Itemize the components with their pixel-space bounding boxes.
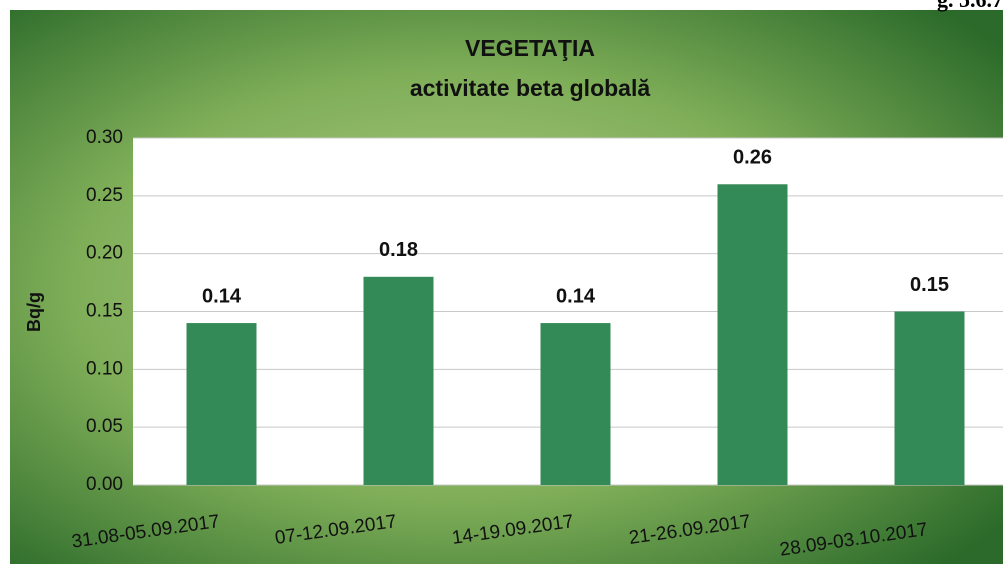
data-label: 0.26 — [733, 147, 772, 169]
bar — [186, 323, 257, 485]
bar — [894, 311, 965, 485]
data-label: 0.14 — [556, 285, 596, 307]
chart-subtitle: activitate beta globală — [410, 75, 651, 101]
bar — [363, 276, 434, 485]
data-label: 0.15 — [910, 274, 949, 296]
y-tick-label: 0.25 — [86, 185, 123, 206]
y-tick-label: 0.15 — [86, 301, 123, 322]
chart-title: VEGETAŢIA — [465, 35, 595, 61]
bar — [717, 184, 788, 485]
y-tick-label: 0.00 — [86, 474, 123, 495]
annotation: g. 5.6.7 — [937, 0, 1003, 12]
y-tick-label: 0.20 — [86, 243, 123, 264]
data-label: 0.18 — [379, 239, 418, 261]
bar — [540, 323, 611, 485]
y-tick-label: 0.10 — [86, 358, 123, 379]
y-tick-label: 0.05 — [86, 416, 123, 437]
data-label: 0.14 — [202, 285, 242, 307]
y-tick-label: 0.30 — [86, 127, 123, 148]
y-axis-label: Bq/g — [24, 292, 44, 332]
